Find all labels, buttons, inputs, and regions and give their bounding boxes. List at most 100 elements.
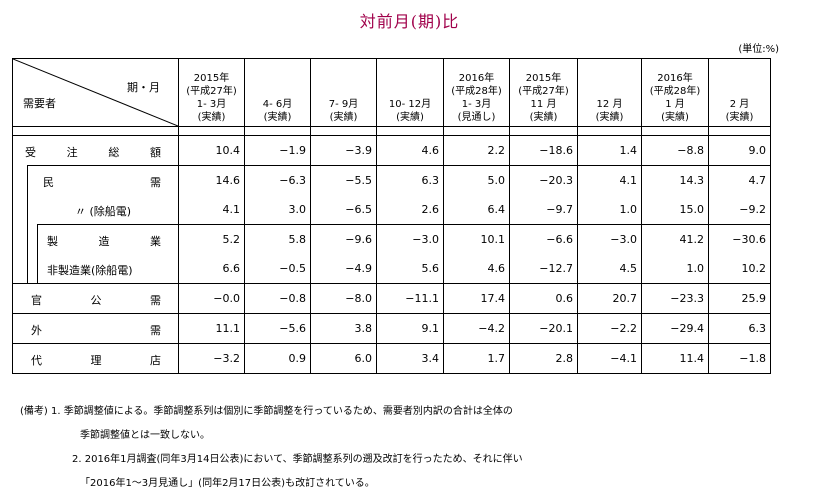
- row-label: 民需: [43, 175, 161, 189]
- row-label: 〃 (除船電): [75, 205, 132, 218]
- indent-rule: [27, 223, 28, 255]
- column-header-line: 10- 12月: [388, 99, 432, 110]
- column-header-line: (実績): [263, 112, 292, 123]
- column-header-7: 12 月 (実績): [577, 58, 642, 127]
- value-cell: 4.7: [708, 165, 771, 195]
- diagonal-line: [13, 59, 178, 126]
- column-header-line: [578, 85, 641, 98]
- note-line-1: (備考) 1. 季節調整値による。季節調整系列は個別に季節調整を行っているため、…: [20, 406, 513, 417]
- row-label-cell: 官公需: [12, 283, 179, 314]
- column-header-1: 2015年 (平成27年) 1- 3月 (実績): [178, 58, 245, 127]
- value-cell: −29.4: [641, 313, 709, 344]
- value-cell: −8.0: [310, 283, 377, 314]
- column-header-line: (平成27年): [518, 86, 569, 97]
- corner-top-label: 期・月: [127, 81, 160, 94]
- value-cell: −3.0: [376, 224, 444, 254]
- column-header-line: (見通し): [457, 112, 496, 123]
- column-header-line: 1- 3月: [461, 99, 492, 110]
- column-header-line: (実績): [197, 112, 226, 123]
- value-cell: 1.4: [577, 135, 642, 166]
- value-cell: −20.3: [509, 165, 578, 195]
- value-cell: 6.0: [310, 343, 377, 374]
- row-label: 受注総額: [25, 146, 161, 159]
- value-cell: −30.6: [708, 224, 771, 254]
- indent-rule: [27, 164, 28, 196]
- page-title: 対前月(期)比: [359, 12, 460, 31]
- column-header-line: 2016年: [458, 73, 495, 84]
- table-row: 〃 (除船電) 4.1 3.0 −6.5 2.6 6.4 −9.7 1.0 15.0 −9.2: [12, 194, 771, 226]
- value-cell: −5.5: [310, 165, 377, 195]
- column-header-line: (平成28年): [451, 86, 502, 97]
- column-header-line: (実績): [396, 112, 424, 123]
- spacer-cell: [443, 126, 510, 136]
- value-cell: 9.0: [708, 135, 771, 166]
- column-header-2: 4- 6月 (実績): [244, 58, 311, 127]
- value-cell: −9.2: [708, 195, 771, 225]
- column-header-line: (実績): [529, 112, 558, 123]
- column-header-line: [578, 72, 641, 85]
- value-cell: 0.6: [509, 283, 578, 314]
- column-header-line: 1 月: [665, 99, 685, 110]
- column-header-line: [377, 72, 443, 85]
- value-cell: 3.8: [310, 313, 377, 344]
- column-header-line: 1- 3月: [196, 99, 227, 110]
- value-cell: 2.8: [509, 343, 578, 374]
- value-cell: −4.9: [310, 254, 377, 284]
- table-row: 非製造業(除船電) 6.6 −0.5 −4.9 5.6 4.6 −12.7 4.5 1.0 10.…: [12, 253, 771, 284]
- value-cell: 1.0: [577, 195, 642, 225]
- value-cell: −0.8: [244, 283, 311, 314]
- row-label-cell: 非製造業(除船電): [12, 253, 179, 284]
- value-cell: 14.6: [178, 165, 245, 195]
- column-header-line: (実績): [595, 112, 624, 123]
- value-cell: −3.0: [577, 224, 642, 254]
- spacer-cell: [376, 126, 444, 136]
- orders-table: 期・月 需要者 2015年 (平成27年) 1- 3月 (実績) 4- 6月 (実績) 7-…: [12, 58, 771, 374]
- row-label: 外需: [31, 324, 161, 337]
- value-cell: −4.2: [443, 313, 510, 344]
- row-label-cell: 〃 (除船電): [12, 194, 179, 226]
- row-label: 官公需: [31, 294, 161, 307]
- column-header-3: 7- 9月 (実績): [310, 58, 377, 127]
- value-cell: 10.2: [708, 254, 771, 284]
- column-header-line: 2015年: [193, 73, 230, 84]
- value-cell: 4.5: [577, 254, 642, 284]
- value-cell: −3.2: [178, 343, 245, 374]
- value-cell: −8.8: [641, 135, 709, 166]
- value-cell: −6.5: [310, 195, 377, 225]
- column-header-8: 2016年 (平成28年) 1 月 (実績): [641, 58, 709, 127]
- row-label: 代理店: [31, 354, 161, 367]
- column-header-line: 7- 9月: [328, 99, 359, 110]
- column-header-line: [311, 85, 376, 98]
- spacer-cell: [178, 126, 245, 136]
- group-rule: [37, 223, 179, 225]
- notes: (備考) 1. 季節調整値による。季節調整系列は個別に季節調整を行っているため、…: [20, 400, 523, 496]
- spacer-cell: [641, 126, 709, 136]
- value-cell: 41.2: [641, 224, 709, 254]
- value-cell: −18.6: [509, 135, 578, 166]
- value-cell: 2.2: [443, 135, 510, 166]
- table-row: 製造業 5.2 5.8 −9.6 −3.0 10.1 −6.6 −3.0 41.2 −30.6: [12, 223, 771, 255]
- value-cell: 11.4: [641, 343, 709, 374]
- value-cell: 1.7: [443, 343, 510, 374]
- table-row: 外需 11.1 −5.6 3.8 9.1 −4.2 −20.1 −2.2 −29.4 6.3: [12, 313, 771, 344]
- value-cell: 3.4: [376, 343, 444, 374]
- column-header-line: [377, 85, 443, 98]
- spacer-cell: [12, 126, 179, 136]
- value-cell: −6.6: [509, 224, 578, 254]
- value-cell: 6.4: [443, 195, 510, 225]
- value-cell: 3.0: [244, 195, 311, 225]
- value-cell: 10.4: [178, 135, 245, 166]
- row-label-cell: 外需: [12, 313, 179, 344]
- column-header-line: [245, 72, 310, 85]
- indent-rule: [37, 223, 38, 255]
- column-header-line: (実績): [329, 112, 358, 123]
- column-header-line: [709, 85, 770, 98]
- value-cell: −0.5: [244, 254, 311, 284]
- spacer-row: [12, 126, 771, 136]
- column-header-line: 4- 6月: [262, 99, 293, 110]
- table-row: 民需 14.6 −6.3 −5.5 6.3 5.0 −20.3 4.1 14.3 4.7: [12, 164, 771, 196]
- value-cell: 0.9: [244, 343, 311, 374]
- column-header-4: 10- 12月 (実績): [376, 58, 444, 127]
- value-cell: −0.0: [178, 283, 245, 314]
- column-header-9: 2 月 (実績): [708, 58, 771, 127]
